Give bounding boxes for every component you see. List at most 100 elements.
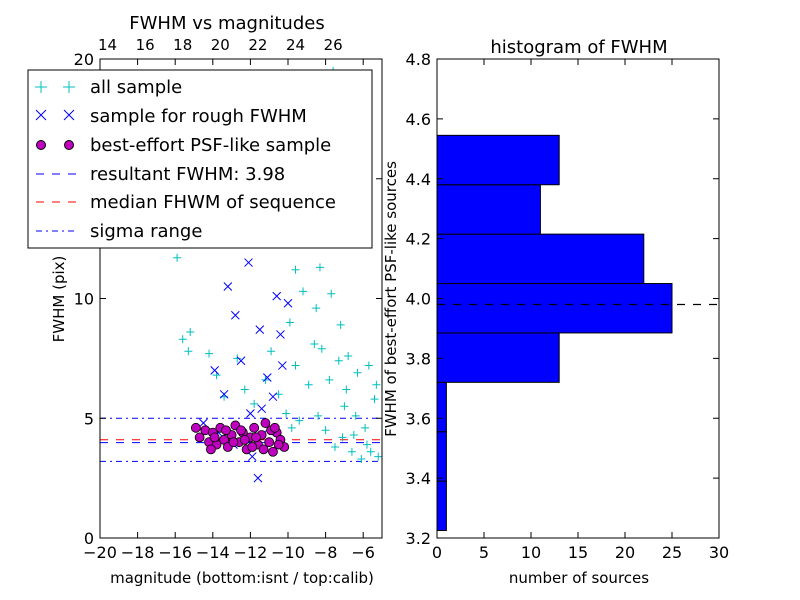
point-all-sample [178,335,187,344]
point-rough-sample [257,404,267,414]
point-psf-sample [239,434,250,445]
point-psf-sample [206,444,216,455]
point-rough-sample [219,389,229,399]
histogram-bar [436,134,560,186]
point-all-sample [184,347,193,356]
legend-marker-cross [35,109,75,121]
histogram-x-label: number of sources [509,569,649,587]
top-tick-label: 24 [286,36,305,54]
point-all-sample [347,447,356,456]
legend-item-median-fwhm: median FHWM of sequence [36,192,336,213]
histogram-y-ticks: 3.2 3.4 3.6 3.8 4.0 4.2 4.4 4.6 4.8 [406,50,719,548]
y-tick-label: 3.2 [406,529,431,548]
y-tick-label: 5 [84,409,94,428]
point-all-sample [314,411,323,420]
scatter-title: FWHM vs magnitudes [129,13,324,34]
point-rough-sample [223,282,233,291]
top-tick-label: 16 [136,36,155,54]
histogram-title: histogram of FWHM [490,37,667,58]
legend-item-sigma-range: sigma range [36,221,202,242]
point-rough-sample [278,361,287,370]
y-tick-label: 10 [74,290,94,309]
histogram-bar [436,480,447,532]
point-psf-sample [273,439,284,450]
point-all-sample [364,361,373,370]
point-psf-sample [221,425,231,436]
point-all-sample [205,349,214,358]
point-rough-sample [255,325,265,334]
point-rough-sample [244,258,253,267]
y-tick-label: 0 [84,529,94,548]
point-psf-sample [209,432,220,443]
point-all-sample [325,375,334,384]
histogram-y-label: FWHM of best-effort PSF-like sources [382,161,400,437]
point-psf-sample [249,422,260,433]
point-rough-sample [236,356,246,366]
histogram-bar [436,381,447,433]
point-all-sample [327,289,336,298]
histogram-plot-area [436,134,719,532]
top-tick-label: 18 [173,36,192,54]
point-all-sample [336,320,345,329]
point-all-sample [240,385,249,394]
top-tick-label: 26 [324,36,343,54]
histogram-bar [436,283,673,334]
x-tick-label: 30 [709,543,729,562]
point-all-sample [362,440,371,449]
y-tick-label: 4.8 [406,50,431,69]
y-tick-label: 4.4 [406,170,431,189]
point-psf-sample [268,446,278,457]
x-tick-label: −20 [83,543,117,562]
point-all-sample [287,423,296,432]
point-rough-sample [253,473,263,483]
x-tick-label: 5 [479,543,489,562]
point-psf-sample [228,437,239,448]
point-rough-sample [247,452,257,461]
point-all-sample [372,380,381,389]
y-tick-label: 4.0 [406,290,431,309]
histogram-x-ticks: 0 5 10 15 20 25 30 [432,59,729,562]
point-rough-sample [272,291,282,301]
point-psf-sample [264,437,275,448]
point-all-sample [342,385,351,394]
histogram-bar [436,184,541,235]
point-all-sample [370,395,379,404]
x-tick-label: 25 [662,543,682,562]
point-psf-sample [258,444,269,455]
histogram-bar [436,332,560,383]
legend-label: sample for rough FWHM [90,106,307,127]
legend-item-psf-sample: best-effort PSF-like sample [36,135,331,156]
y-tick-label: 3.8 [406,349,431,368]
point-all-sample [331,442,339,451]
point-rough-sample [210,365,220,375]
point-all-sample [361,423,370,432]
point-psf-sample [194,432,205,443]
point-all-sample [349,431,358,440]
point-all-sample [317,344,326,353]
x-tick-label: −12 [234,543,268,562]
x-tick-label: 20 [615,543,635,562]
point-all-sample [374,452,383,461]
legend-item-all-sample: all sample [35,77,182,98]
point-all-sample [250,399,259,408]
scatter-x-ticks: −20 −18 −16 −14 −12 −10 −8 −6 [83,59,375,562]
x-tick-label: −6 [351,543,375,562]
point-psf-sample [251,432,261,443]
point-psf-sample [260,418,271,428]
legend-label: resultant FWHM: 3.98 [90,164,285,185]
point-all-sample [312,304,321,313]
x-tick-label: 15 [568,543,588,562]
legend-label: best-effort PSF-like sample [90,135,331,156]
point-rough-sample [283,298,293,308]
point-all-sample [334,356,343,365]
histogram-panel: 0 5 10 15 20 25 30 3.2 3.4 3.6 3.8 4.0 4.2 4.4 4.6 4.8… [382,37,729,587]
legend-label: sigma range [90,221,202,242]
point-all-sample [291,361,300,370]
point-all-sample [186,328,195,337]
y-tick-label: 4.6 [406,110,431,129]
point-rough-sample [231,310,240,320]
point-all-sample [267,347,276,356]
point-all-sample [338,433,347,442]
point-psf-sample [190,422,201,433]
